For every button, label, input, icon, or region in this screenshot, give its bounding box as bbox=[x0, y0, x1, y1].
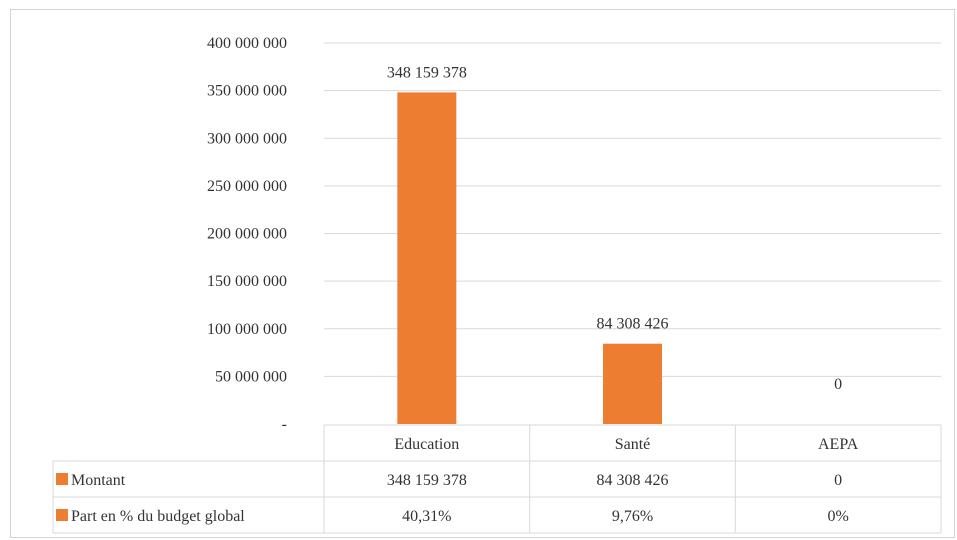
x-category-label: Education bbox=[394, 436, 459, 453]
series-name: Montant bbox=[71, 472, 126, 489]
data-label: 348 159 378 bbox=[387, 64, 467, 81]
bar-1 bbox=[603, 343, 662, 424]
y-tick-label: 200 000 000 bbox=[207, 226, 287, 243]
y-tick-label: 100 000 000 bbox=[207, 321, 287, 338]
data-label: 0 bbox=[834, 376, 842, 393]
legend-key bbox=[56, 509, 68, 521]
table-cell: 40,31% bbox=[402, 508, 451, 525]
table-cell: 0% bbox=[828, 508, 849, 525]
bar-0 bbox=[397, 92, 457, 425]
x-category-label: AEPA bbox=[818, 436, 859, 453]
series-name: Part en % du budget global bbox=[71, 508, 245, 525]
table-cell: 84 308 426 bbox=[597, 472, 669, 489]
table-cell: 348 159 378 bbox=[387, 472, 467, 489]
data-label: 84 308 426 bbox=[597, 316, 669, 333]
table-cell: 9,76% bbox=[612, 508, 653, 525]
legend-key bbox=[56, 473, 68, 485]
y-tick-label: 350 000 000 bbox=[207, 83, 287, 100]
chart-frame bbox=[10, 9, 955, 538]
y-tick-label: 400 000 000 bbox=[207, 35, 287, 52]
x-category-label: Santé bbox=[615, 436, 651, 453]
y-tick-label: 300 000 000 bbox=[207, 130, 287, 147]
table-cell: 0 bbox=[834, 472, 842, 489]
y-tick-label: 250 000 000 bbox=[207, 178, 287, 195]
y-tick-label: - bbox=[282, 416, 287, 433]
y-tick-label: 150 000 000 bbox=[207, 273, 287, 290]
y-tick-label: 50 000 000 bbox=[215, 368, 287, 385]
